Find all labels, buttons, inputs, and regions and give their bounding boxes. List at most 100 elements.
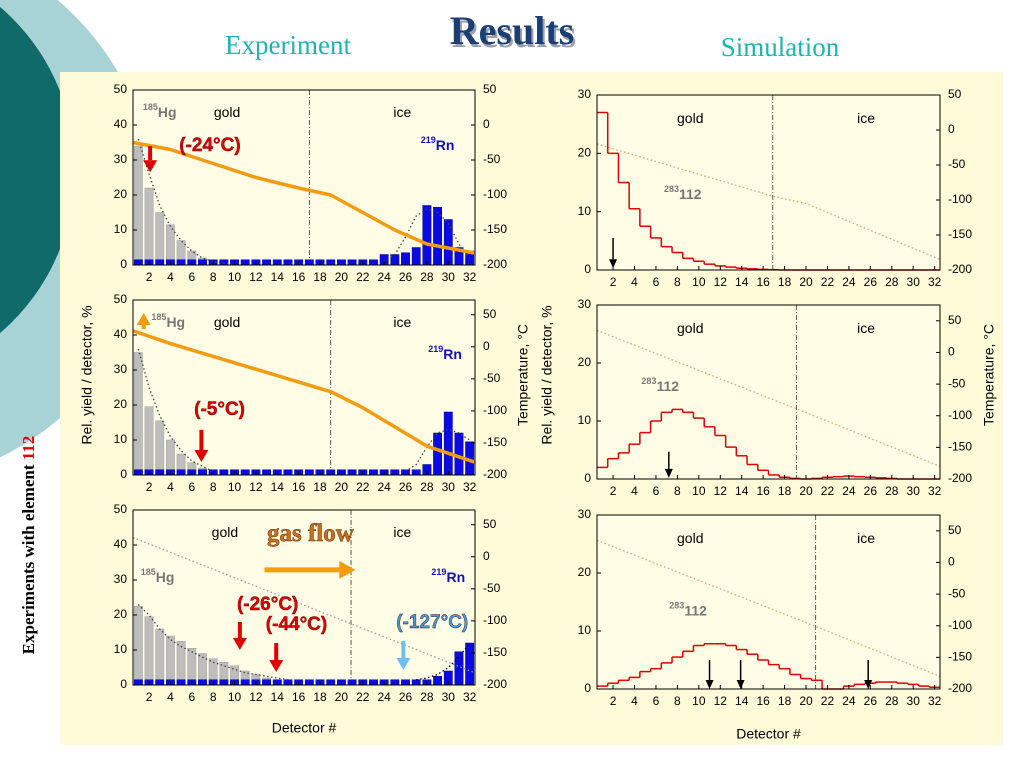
annotation-text: 112 [679, 185, 702, 201]
arrow-head [864, 680, 873, 689]
annotation: gold [677, 529, 703, 545]
dotted-line [405, 428, 471, 473]
y-tick-label: 10 [114, 642, 128, 656]
x-tick-label: 18 [313, 690, 327, 704]
y2-tick-label: -200 [948, 471, 972, 485]
bar [304, 469, 314, 476]
x-tick-label: 20 [799, 694, 813, 708]
y2-tick-label: -200 [483, 467, 507, 481]
x-tick-label: 30 [442, 270, 456, 284]
annotation-text: (-26°C) [237, 594, 298, 615]
annotation: ice [393, 314, 411, 330]
x-tick-label: 6 [653, 484, 660, 498]
annotation-text: (-44°C) [266, 614, 327, 635]
x-tick-label: 20 [335, 270, 349, 284]
bar [443, 219, 453, 266]
x-tick-label: 32 [463, 480, 477, 494]
y2-tick-label: 50 [948, 313, 962, 327]
y-tick-label: 10 [578, 204, 592, 218]
annotation-text: gold [677, 319, 703, 335]
x-tick-label: 10 [692, 484, 706, 498]
y2-tick-label: -150 [948, 227, 972, 241]
annotation: 219Rn [421, 135, 455, 152]
plot-frame [596, 514, 941, 690]
y2-tick-label: -200 [483, 257, 507, 271]
annotation-text: (-24°C) [179, 135, 240, 156]
x-tick-label: 24 [377, 270, 391, 284]
y-tick-label: 20 [578, 565, 592, 579]
y2-tick-label: -100 [948, 618, 972, 632]
x-tick-label: 24 [842, 484, 856, 498]
y-tick-label: 40 [114, 537, 128, 551]
bar [347, 469, 357, 476]
y-tick-label: 0 [120, 467, 127, 481]
bar [454, 432, 464, 476]
bar [155, 259, 165, 266]
y2-tick-label: -150 [948, 440, 972, 454]
y2-tick-label: 0 [948, 345, 955, 359]
y-tick-label: 30 [114, 572, 128, 586]
dotted-line [596, 539, 941, 677]
bar [369, 259, 378, 266]
annotation-text: (-5°C) [194, 399, 245, 420]
x-tick-label: 30 [907, 484, 921, 498]
x-tick-label: 2 [146, 480, 153, 494]
plot-frame [596, 304, 941, 480]
x-tick-label: 14 [271, 690, 285, 704]
annotation-superscript: 185 [151, 312, 166, 322]
bar [326, 259, 336, 266]
x-tick-label: 16 [756, 275, 770, 289]
x-tick-label: 12 [714, 694, 728, 708]
annotation: 219Rn [428, 344, 462, 361]
temperature-line [132, 140, 476, 255]
x-tick-label: 26 [399, 270, 413, 284]
x-tick-label: 12 [249, 690, 263, 704]
x-tick-label: 24 [377, 480, 391, 494]
bar [198, 679, 207, 686]
bar [411, 247, 421, 266]
x-tick-label: 26 [399, 480, 413, 494]
y-tick-label: 20 [114, 187, 128, 201]
x-tick-label: 30 [907, 275, 921, 289]
annotation: (-127°C) [396, 612, 468, 633]
y2-tick-label: 0 [483, 117, 490, 131]
bar [198, 259, 207, 266]
y2-tick-label: 0 [483, 339, 490, 353]
bar [176, 641, 186, 686]
annotation-text: ice [393, 104, 411, 120]
annotation-text: ice [393, 524, 411, 540]
annotation: gold [677, 319, 703, 335]
x-axis-label: Detector # [272, 720, 337, 736]
y-tick-label: 30 [114, 152, 128, 166]
y2-tick-label: -150 [483, 435, 507, 449]
bar [369, 679, 378, 686]
bar [262, 259, 272, 266]
bar [283, 259, 293, 266]
annotation-text: ice [857, 319, 875, 335]
x-tick-label: 8 [674, 275, 681, 289]
annotation-superscript: 219 [431, 567, 446, 577]
x-tick-label: 18 [778, 694, 792, 708]
x-tick-label: 30 [442, 480, 456, 494]
bar [219, 679, 229, 686]
x-tick-label: 8 [674, 694, 681, 708]
decoration-dark [0, 6, 75, 334]
annotation-text: gold [214, 104, 240, 120]
x-tick-label: 2 [146, 270, 153, 284]
dotted-line [137, 348, 214, 473]
y2-tick-label: -50 [483, 371, 501, 385]
x-tick-label: 22 [356, 690, 370, 704]
y2-axis-label: Temperature, °C [515, 324, 531, 426]
x-tick-label: 10 [692, 275, 706, 289]
annotation: (-24°C) [179, 135, 240, 156]
heading-right: Simulation [721, 32, 840, 62]
bar [326, 679, 336, 686]
bar [176, 259, 186, 266]
y2-axis-label: Temperature, °C [981, 324, 997, 426]
annotation: 185Hg [151, 312, 185, 329]
bar [198, 469, 207, 476]
annotation-text: gas flow [267, 520, 354, 547]
x-tick-label: 2 [146, 690, 153, 704]
x-tick-label: 32 [463, 270, 477, 284]
annotation-text: gold [212, 524, 238, 540]
